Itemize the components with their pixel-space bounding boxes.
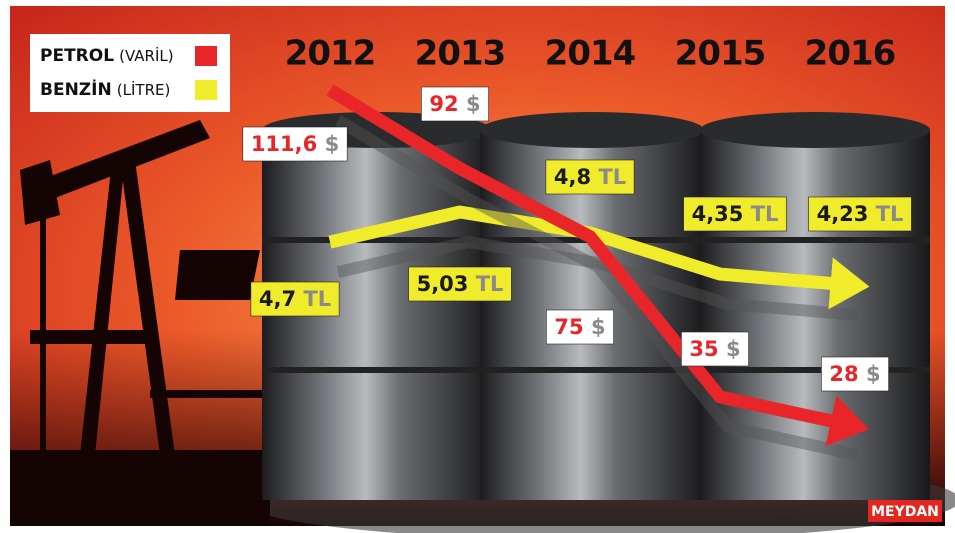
- value-label: 4,35 TL: [692, 202, 779, 226]
- value-callout: 4,23 TL: [808, 196, 912, 232]
- value-label: 111,6 $: [251, 132, 339, 156]
- label-box: [250, 281, 340, 317]
- label-box: [242, 126, 348, 162]
- value-callout: 4,7 TL: [250, 281, 340, 317]
- legend-unit: (VARİL): [119, 46, 173, 65]
- value-callout: 4,35 TL: [683, 196, 787, 232]
- value-label: 92 $: [429, 92, 480, 116]
- value-label: 75 $: [554, 315, 605, 339]
- year-label: 2015: [675, 34, 766, 74]
- value-label: 35 $: [689, 337, 740, 361]
- label-box: [545, 159, 635, 195]
- value-label: 28 $: [829, 362, 880, 386]
- source-logo: MEYDAN: [868, 500, 942, 522]
- year-label: 2014: [545, 34, 636, 74]
- label-box: [546, 309, 614, 345]
- legend-swatch: [195, 46, 217, 66]
- value-callout: 35 $: [681, 331, 749, 367]
- value-label: 4,8 TL: [554, 165, 626, 189]
- value-callout: 92 $: [421, 86, 489, 122]
- legend-unit: (LİTRE): [117, 80, 171, 99]
- label-box: [408, 266, 512, 302]
- legend-swatch: [195, 80, 217, 100]
- series-line: [326, 84, 870, 447]
- label-box: [683, 196, 787, 232]
- value-label: 5,03 TL: [417, 272, 504, 296]
- legend-label: BENZİN (LİTRE): [40, 78, 170, 100]
- legend-name: PETROL: [40, 46, 114, 66]
- value-callout: 75 $: [546, 309, 614, 345]
- value-callout: 28 $: [821, 356, 889, 392]
- label-box: [681, 331, 749, 367]
- label-box: [421, 86, 489, 122]
- label-box: [821, 356, 889, 392]
- source: MEYDAN: [871, 504, 939, 520]
- value-label: 4,23 TL: [817, 202, 904, 226]
- value-callout: 4,8 TL: [545, 159, 635, 195]
- year-label: 2016: [805, 34, 896, 74]
- barrels: [262, 112, 930, 500]
- year-label: 2012: [285, 34, 376, 74]
- line-shadow: [334, 114, 860, 461]
- legend-name: BENZİN: [40, 78, 112, 100]
- value-callout: 5,03 TL: [408, 266, 512, 302]
- value-label: 4,7 TL: [259, 287, 331, 311]
- label-box: [808, 196, 912, 232]
- line-shadow: [336, 235, 859, 321]
- year-label: 2013: [415, 34, 506, 74]
- legend: PETROL (VARİL) BENZİN (LİTRE): [30, 34, 230, 112]
- value-callout: 111,6 $: [242, 126, 348, 162]
- legend-label: PETROL (VARİL): [40, 46, 174, 67]
